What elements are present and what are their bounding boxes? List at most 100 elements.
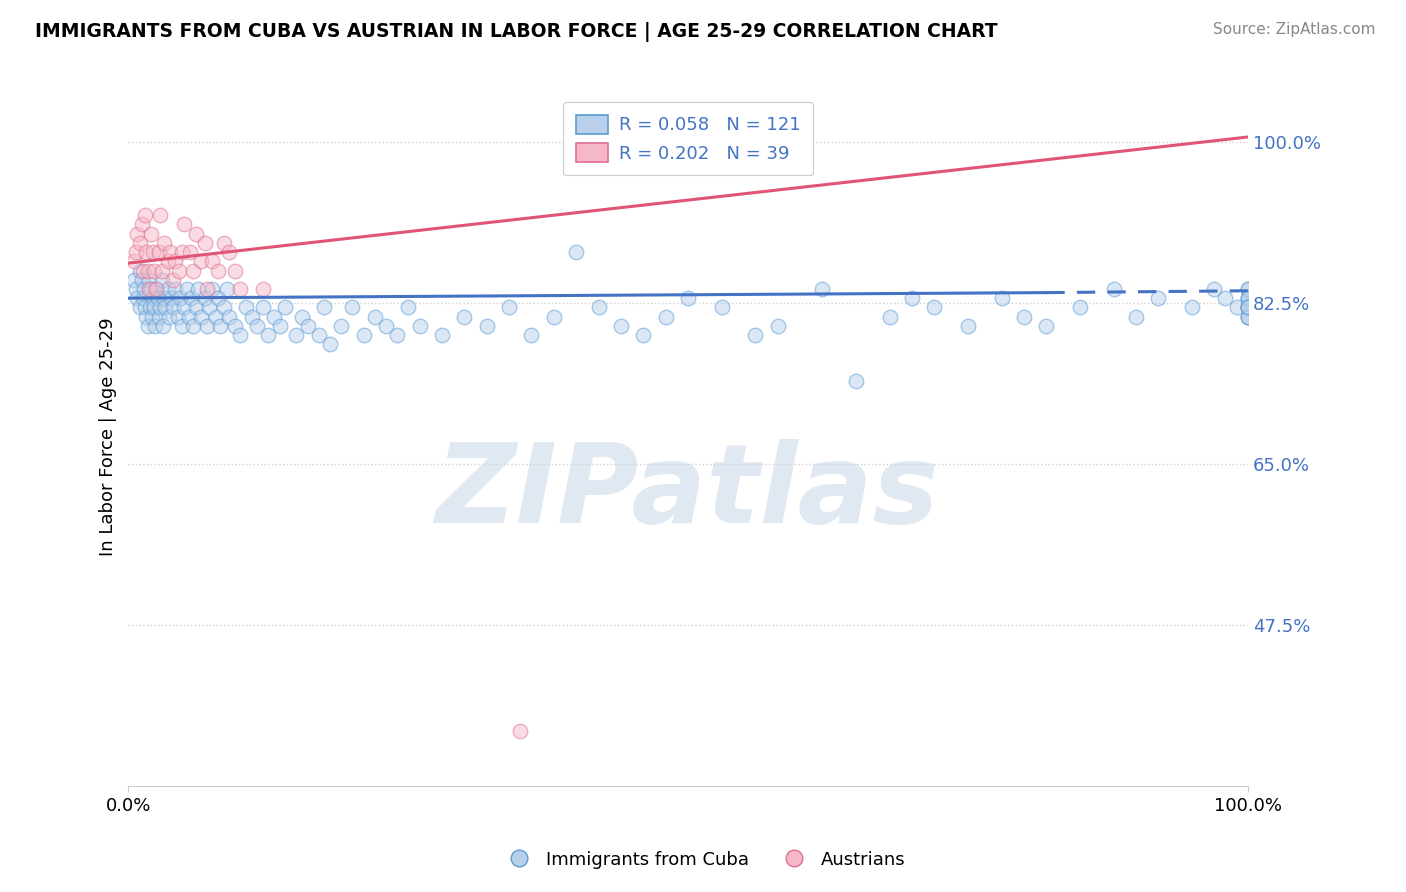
Point — [408, 318, 430, 333]
Point — [149, 208, 172, 222]
Point — [135, 310, 157, 324]
Point — [143, 301, 166, 315]
Point — [150, 263, 173, 277]
Point — [319, 337, 342, 351]
Point — [207, 291, 229, 305]
Point — [142, 245, 165, 260]
Point — [1237, 301, 1260, 315]
Point — [1237, 301, 1260, 315]
Point — [145, 282, 167, 296]
Point — [127, 227, 149, 241]
Point — [1069, 301, 1091, 315]
Point — [204, 310, 226, 324]
Point — [1237, 291, 1260, 305]
Point — [153, 291, 176, 305]
Point — [430, 328, 453, 343]
Point — [235, 301, 257, 315]
Point — [229, 328, 252, 343]
Point — [190, 254, 212, 268]
Point — [173, 301, 195, 315]
Point — [274, 301, 297, 315]
Point — [134, 301, 156, 315]
Point — [655, 310, 678, 324]
Legend: Immigrants from Cuba, Austrians: Immigrants from Cuba, Austrians — [494, 844, 912, 876]
Point — [184, 227, 207, 241]
Point — [385, 328, 408, 343]
Point — [162, 273, 184, 287]
Point — [215, 282, 238, 296]
Point — [159, 245, 181, 260]
Point — [122, 273, 145, 287]
Point — [134, 208, 156, 222]
Point — [138, 273, 160, 287]
Point — [187, 282, 209, 296]
Point — [1102, 282, 1125, 296]
Point — [165, 282, 187, 296]
Point — [520, 328, 543, 343]
Point — [218, 310, 240, 324]
Point — [1237, 282, 1260, 296]
Point — [194, 235, 217, 250]
Point — [128, 235, 150, 250]
Y-axis label: In Labor Force | Age 25-29: In Labor Force | Age 25-29 — [100, 317, 117, 556]
Point — [342, 301, 364, 315]
Point — [139, 282, 162, 296]
Point — [990, 291, 1012, 305]
Point — [180, 291, 202, 305]
Point — [252, 282, 274, 296]
Point — [396, 301, 419, 315]
Point — [148, 310, 170, 324]
Text: IMMIGRANTS FROM CUBA VS AUSTRIAN IN LABOR FORCE | AGE 25-29 CORRELATION CHART: IMMIGRANTS FROM CUBA VS AUSTRIAN IN LABO… — [35, 22, 998, 42]
Point — [1237, 282, 1260, 296]
Point — [156, 254, 179, 268]
Point — [291, 310, 314, 324]
Point — [710, 301, 733, 315]
Point — [308, 328, 330, 343]
Point — [198, 301, 221, 315]
Point — [169, 291, 191, 305]
Point — [314, 301, 336, 315]
Point — [183, 263, 205, 277]
Point — [201, 282, 224, 296]
Point — [1125, 310, 1147, 324]
Point — [1215, 291, 1237, 305]
Point — [156, 282, 179, 296]
Point — [229, 282, 252, 296]
Point — [212, 235, 235, 250]
Point — [195, 282, 218, 296]
Point — [132, 291, 155, 305]
Point — [201, 254, 224, 268]
Point — [453, 310, 475, 324]
Point — [633, 328, 655, 343]
Point — [143, 318, 166, 333]
Point — [565, 245, 588, 260]
Point — [257, 328, 280, 343]
Point — [209, 318, 232, 333]
Point — [152, 318, 174, 333]
Point — [142, 291, 165, 305]
Point — [374, 318, 396, 333]
Point — [845, 374, 868, 388]
Point — [136, 263, 159, 277]
Point — [183, 318, 205, 333]
Point — [811, 282, 834, 296]
Point — [509, 723, 531, 738]
Point — [1226, 301, 1249, 315]
Point — [153, 235, 176, 250]
Point — [131, 218, 153, 232]
Point — [1147, 291, 1170, 305]
Point — [956, 318, 979, 333]
Point — [184, 301, 207, 315]
Point — [136, 318, 159, 333]
Point — [924, 301, 946, 315]
Point — [218, 245, 240, 260]
Point — [263, 310, 285, 324]
Point — [1012, 310, 1035, 324]
Point — [212, 301, 235, 315]
Point — [122, 254, 145, 268]
Point — [269, 318, 291, 333]
Point — [1237, 310, 1260, 324]
Point — [195, 318, 218, 333]
Point — [1181, 301, 1204, 315]
Point — [1035, 318, 1057, 333]
